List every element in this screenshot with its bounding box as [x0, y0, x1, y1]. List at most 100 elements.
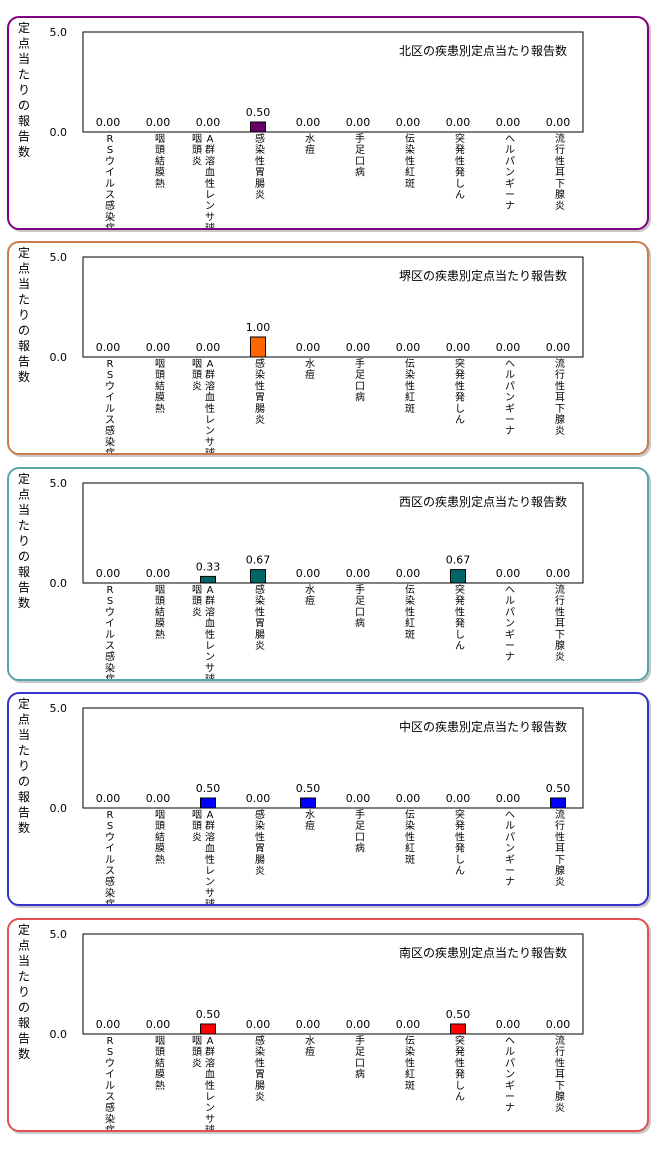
category-label: 手足口病	[355, 357, 365, 404]
category-label: 咽頭結膜熱	[155, 584, 165, 641]
data-label: 0.00	[346, 116, 371, 129]
data-label: 0.00	[346, 1018, 371, 1031]
bar	[200, 575, 216, 584]
category-label: 流行性耳下腺炎	[555, 583, 565, 663]
category-label: RSウイルス感染症	[105, 359, 115, 453]
category-label: RSウイルス感染症	[105, 585, 115, 679]
data-label: 0.00	[346, 567, 371, 580]
bar-chart: 定点当たりの報告数 5.0 0.0 北区の疾患別定点当たり報告数 0.00 R S ウイルス感…	[18, 20, 584, 228]
y-axis-label: 定点当たりの報告数	[18, 696, 30, 835]
data-label: 0.00	[496, 792, 521, 805]
data-label: 0.00	[146, 116, 171, 129]
bar	[450, 569, 466, 584]
data-label: 0.00	[96, 792, 121, 805]
data-label: 0.00	[196, 341, 221, 354]
data-label: 0.50	[296, 782, 321, 795]
data-label: 0.50	[246, 106, 271, 119]
data-label: 0.00	[246, 1018, 271, 1031]
y-tick-label: 0.0	[50, 577, 68, 590]
data-label: 0.00	[546, 341, 571, 354]
y-tick-label: 0.0	[50, 1028, 68, 1041]
data-label: 0.50	[446, 1008, 471, 1021]
y-tick-label: 0.0	[50, 351, 68, 364]
data-label: 0.00	[146, 1018, 171, 1031]
bar	[550, 797, 566, 809]
data-label: 0.00	[496, 567, 521, 580]
data-label: 0.00	[346, 341, 371, 354]
bar-chart: 定点当たりの報告数 5.0 0.0 南区の疾患別定点当たり報告数 0.00 R S ウイルス感…	[18, 922, 584, 1130]
category-label: A群溶血性レンサ球菌咽頭炎	[192, 1035, 215, 1130]
data-label: 0.00	[546, 116, 571, 129]
y-tick-label: 0.0	[50, 126, 68, 139]
category-label: 水痘	[305, 358, 315, 381]
chart-title: 南区の疾患別定点当たり報告数	[399, 945, 567, 960]
category-label: 突発性発しん	[455, 357, 465, 426]
data-label: 0.00	[96, 116, 121, 129]
data-label: 0.00	[296, 1018, 321, 1031]
category-label: 感染性胃腸炎	[255, 1034, 265, 1103]
y-tick-label: 5.0	[50, 26, 68, 39]
chart-title: 北区の疾患別定点当たり報告数	[399, 43, 567, 58]
category-label: 水痘	[305, 584, 315, 607]
category-label: 伝染性紅斑	[405, 358, 415, 415]
data-label: 0.00	[146, 567, 171, 580]
data-label: 0.00	[346, 792, 371, 805]
data-label: 0.00	[396, 1018, 421, 1031]
category-label: 突発性発しん	[455, 583, 465, 652]
category-label: 咽頭結膜熱	[155, 133, 165, 190]
data-label: 0.50	[546, 782, 571, 795]
chart-panel-nishi: 定点当たりの報告数 5.0 0.0 西区の疾患別定点当たり報告数 0.00 R S ウイルス感…	[7, 467, 649, 681]
category-label: 伝染性紅斑	[405, 809, 415, 866]
data-label: 0.00	[546, 567, 571, 580]
data-label: 0.00	[396, 567, 421, 580]
data-label: 0.00	[146, 792, 171, 805]
category-label: 手足口病	[355, 1034, 365, 1081]
category-label: A群溶血性レンサ球菌咽頭炎	[192, 584, 215, 679]
category-label: ヘルパンギーナ	[505, 585, 515, 663]
chart-panel-naka: 定点当たりの報告数 5.0 0.0 中区の疾患別定点当たり報告数 0.00 R S ウイルス感…	[7, 692, 649, 906]
category-label: RSウイルス感染症	[105, 1036, 115, 1130]
y-tick-label: 5.0	[50, 928, 68, 941]
y-axis-label: 定点当たりの報告数	[18, 245, 30, 384]
bar	[250, 336, 266, 358]
category-label: 手足口病	[355, 808, 365, 855]
data-label: 0.00	[446, 341, 471, 354]
category-label: 突発性発しん	[455, 1034, 465, 1103]
data-label: 0.33	[196, 560, 221, 573]
data-label: 0.00	[296, 116, 321, 129]
category-label: 水痘	[305, 809, 315, 832]
category-label: 咽頭結膜熱	[155, 358, 165, 415]
y-tick-label: 5.0	[50, 702, 68, 715]
data-label: 0.00	[396, 341, 421, 354]
chart-title: 西区の疾患別定点当たり報告数	[399, 494, 567, 509]
chart-title: 堺区の疾患別定点当たり報告数	[399, 268, 567, 283]
data-label: 0.00	[96, 341, 121, 354]
plot-area	[82, 482, 584, 584]
plot-area	[82, 31, 584, 133]
data-label: 0.00	[196, 116, 221, 129]
category-label: A群溶血性レンサ球菌咽頭炎	[192, 133, 215, 228]
chart-panel-kita: 定点当たりの報告数 5.0 0.0 北区の疾患別定点当たり報告数 0.00 R S ウイルス感…	[7, 16, 649, 230]
bar	[200, 797, 216, 809]
category-label: 流行性耳下腺炎	[555, 808, 565, 888]
data-label: 0.00	[96, 1018, 121, 1031]
bar	[450, 1023, 466, 1035]
data-label: 0.00	[496, 1018, 521, 1031]
data-label: 0.00	[296, 567, 321, 580]
bar-chart: 定点当たりの報告数 5.0 0.0 中区の疾患別定点当たり報告数 0.00 R S ウイルス感…	[18, 696, 584, 904]
data-label: 0.00	[296, 341, 321, 354]
bar-chart: 定点当たりの報告数 5.0 0.0 西区の疾患別定点当たり報告数 0.00 R S ウイルス感…	[18, 471, 584, 679]
category-label: 突発性発しん	[455, 132, 465, 201]
data-label: 0.50	[196, 782, 221, 795]
y-axis-label: 定点当たりの報告数	[18, 471, 30, 610]
data-label: 0.00	[96, 567, 121, 580]
category-label: 咽頭結膜熱	[155, 809, 165, 866]
category-label: 手足口病	[355, 132, 365, 179]
category-label: 手足口病	[355, 583, 365, 630]
category-label: 流行性耳下腺炎	[555, 357, 565, 437]
category-label: ヘルパンギーナ	[505, 1036, 515, 1114]
plot-area	[82, 707, 584, 809]
data-label: 0.00	[446, 792, 471, 805]
category-label: ヘルパンギーナ	[505, 359, 515, 437]
bar-chart: 定点当たりの報告数 5.0 0.0 堺区の疾患別定点当たり報告数 0.00 R S ウイルス感…	[18, 245, 584, 453]
